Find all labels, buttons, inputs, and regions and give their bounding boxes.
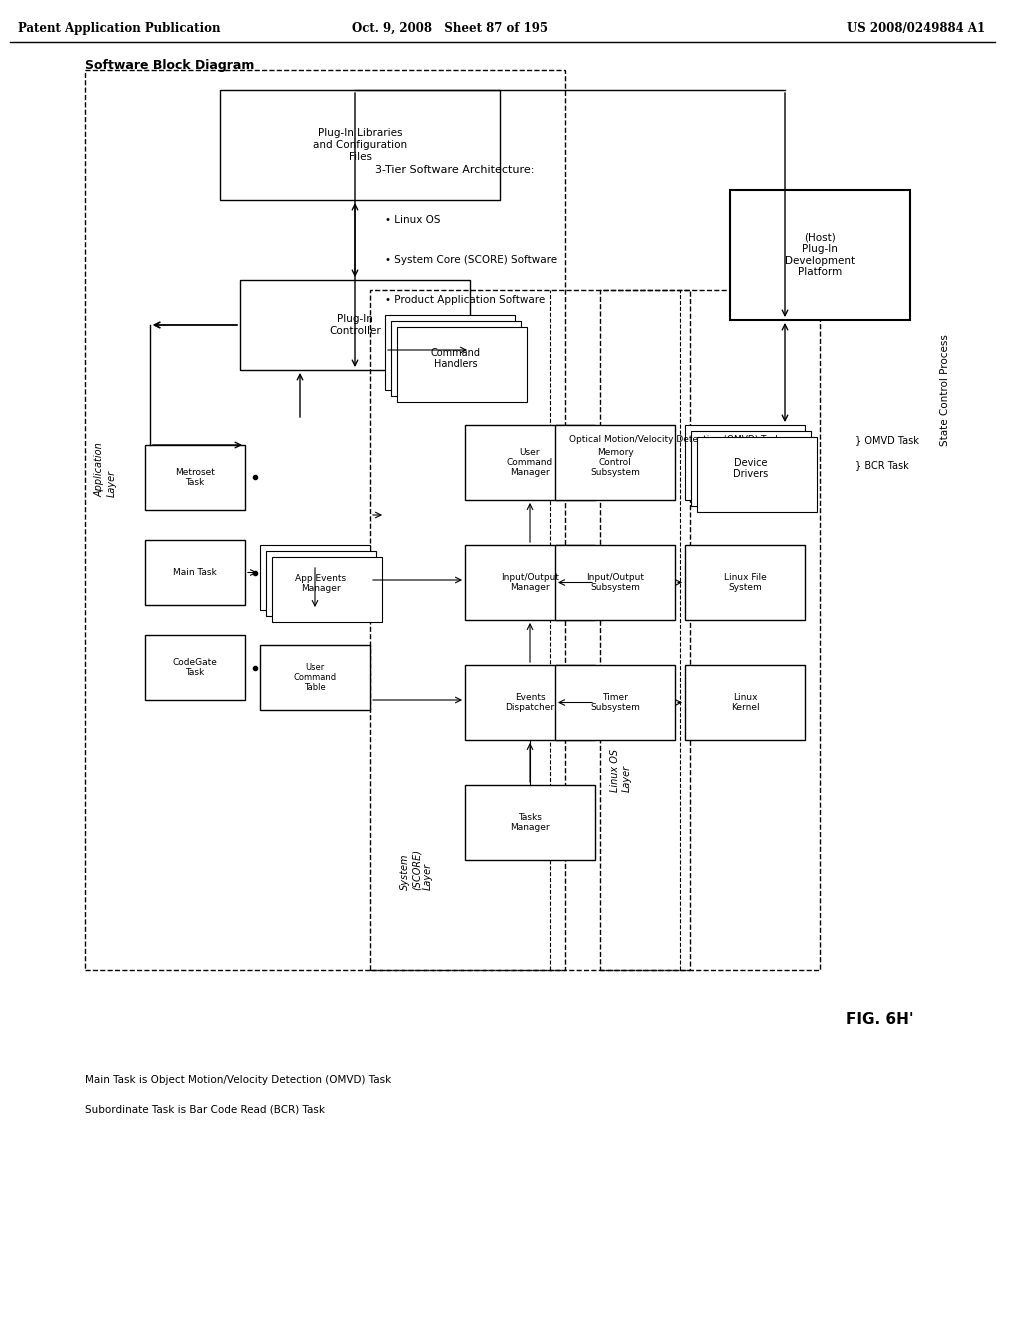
Text: US 2008/0249884 A1: US 2008/0249884 A1	[847, 22, 985, 36]
Text: } BCR Task: } BCR Task	[855, 459, 908, 470]
Text: Main Task is Object Motion/Velocity Detection (OMVD) Task: Main Task is Object Motion/Velocity Dete…	[85, 1074, 391, 1085]
FancyBboxPatch shape	[145, 540, 245, 605]
Text: • Linux OS: • Linux OS	[385, 215, 440, 224]
Text: User
Command
Table: User Command Table	[294, 663, 337, 693]
FancyBboxPatch shape	[391, 321, 521, 396]
FancyBboxPatch shape	[240, 280, 470, 370]
FancyBboxPatch shape	[685, 665, 805, 741]
FancyBboxPatch shape	[555, 665, 675, 741]
Text: Linux OS
Layer: Linux OS Layer	[610, 748, 632, 792]
FancyBboxPatch shape	[272, 557, 382, 622]
FancyBboxPatch shape	[397, 327, 527, 403]
FancyBboxPatch shape	[220, 90, 500, 201]
Text: Main Task: Main Task	[173, 568, 217, 577]
Text: Metroset
Task: Metroset Task	[175, 467, 215, 487]
Text: Plug-In Libraries
and Configuration
Files: Plug-In Libraries and Configuration File…	[313, 128, 408, 161]
Text: Events
Dispatcher: Events Dispatcher	[506, 693, 555, 713]
FancyBboxPatch shape	[465, 665, 595, 741]
FancyBboxPatch shape	[465, 425, 595, 500]
Bar	[600, 290, 820, 970]
Text: Software Block Diagram: Software Block Diagram	[85, 58, 254, 71]
Text: State Control Process: State Control Process	[940, 334, 950, 446]
Text: Patent Application Publication: Patent Application Publication	[18, 22, 220, 36]
Text: Plug-In
Controller: Plug-In Controller	[329, 314, 381, 335]
Text: Optical Motion/Velocity Detection (OMVD) Task: Optical Motion/Velocity Detection (OMVD)…	[568, 436, 780, 445]
FancyBboxPatch shape	[465, 785, 595, 861]
FancyBboxPatch shape	[145, 635, 245, 700]
Text: Linux File
System: Linux File System	[724, 573, 766, 593]
FancyBboxPatch shape	[385, 315, 515, 389]
Text: Linux
Kernel: Linux Kernel	[731, 693, 760, 713]
Text: • Product Application Software: • Product Application Software	[385, 294, 545, 305]
Text: FIG. 6H': FIG. 6H'	[846, 1012, 913, 1027]
Text: Oct. 9, 2008   Sheet 87 of 195: Oct. 9, 2008 Sheet 87 of 195	[352, 22, 548, 36]
Text: Input/Output
Manager: Input/Output Manager	[501, 573, 559, 593]
Text: Subordinate Task is Bar Code Read (BCR) Task: Subordinate Task is Bar Code Read (BCR) …	[85, 1105, 325, 1115]
Text: App Events
Manager: App Events Manager	[296, 574, 346, 593]
Bar	[85, 70, 565, 970]
Text: User
Command
Manager: User Command Manager	[507, 447, 553, 478]
Text: Command
Handlers: Command Handlers	[431, 347, 481, 370]
Text: 3-Tier Software Architecture:: 3-Tier Software Architecture:	[375, 165, 535, 176]
FancyBboxPatch shape	[260, 545, 370, 610]
FancyBboxPatch shape	[465, 545, 595, 620]
FancyBboxPatch shape	[145, 445, 245, 510]
FancyBboxPatch shape	[555, 545, 675, 620]
FancyBboxPatch shape	[555, 425, 675, 500]
Text: Tasks
Manager: Tasks Manager	[510, 813, 550, 832]
Text: CodeGate
Task: CodeGate Task	[173, 657, 217, 677]
FancyBboxPatch shape	[691, 432, 811, 506]
FancyBboxPatch shape	[260, 645, 370, 710]
Bar	[370, 290, 690, 970]
Text: Memory
Control
Subsystem: Memory Control Subsystem	[590, 447, 640, 478]
FancyBboxPatch shape	[266, 550, 376, 616]
Text: Input/Output
Subsystem: Input/Output Subsystem	[586, 573, 644, 593]
Text: (Host)
Plug-In
Development
Platform: (Host) Plug-In Development Platform	[785, 232, 855, 277]
Text: Timer
Subsystem: Timer Subsystem	[590, 693, 640, 713]
FancyBboxPatch shape	[685, 425, 805, 500]
Text: Application
Layer: Application Layer	[95, 442, 117, 498]
FancyBboxPatch shape	[697, 437, 817, 512]
Text: • System Core (SCORE) Software: • System Core (SCORE) Software	[385, 255, 557, 265]
FancyBboxPatch shape	[730, 190, 910, 319]
Text: System
(SCORE)
Layer: System (SCORE) Layer	[400, 850, 433, 891]
Text: Device
Drivers: Device Drivers	[733, 458, 769, 479]
Text: } OMVD Task: } OMVD Task	[855, 436, 919, 445]
FancyBboxPatch shape	[685, 545, 805, 620]
